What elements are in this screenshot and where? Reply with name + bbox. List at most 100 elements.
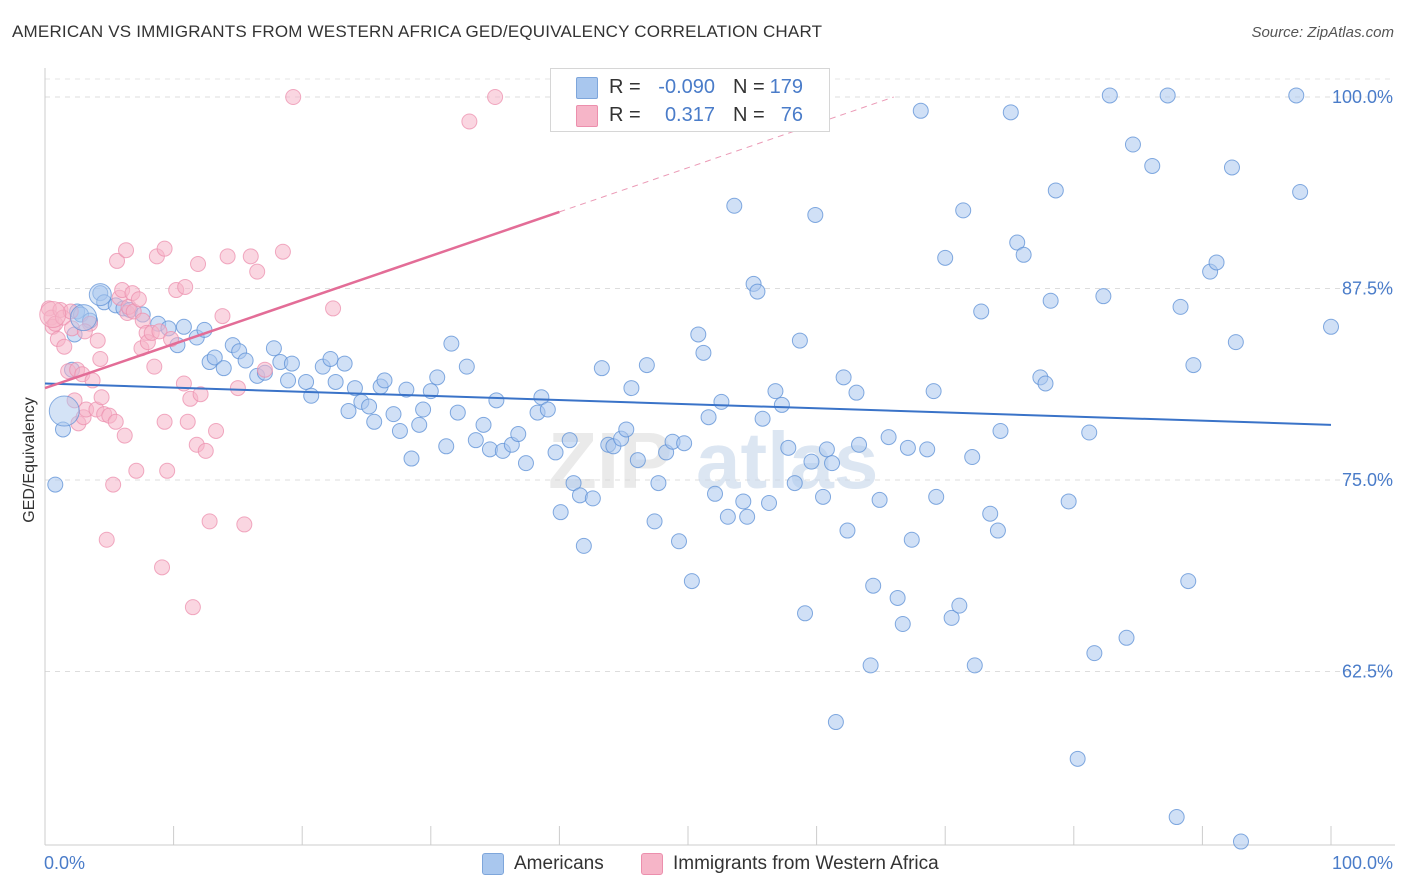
point-americans (719, 508, 736, 525)
point-americans (638, 357, 655, 374)
point-immigrants (461, 113, 478, 130)
point-americans (303, 387, 320, 404)
point-americans (517, 455, 534, 472)
point-americans (862, 657, 879, 674)
point-americans (1081, 424, 1098, 441)
point-americans (791, 332, 808, 349)
legend-swatch-immigrants (641, 853, 663, 875)
point-americans (1086, 645, 1103, 662)
point-immigrants (184, 599, 201, 616)
point-americans (1159, 87, 1176, 104)
point-immigrants (154, 559, 171, 576)
stats-r-value: -0.090 (658, 76, 715, 98)
point-americans (593, 360, 610, 377)
point-americans (1095, 288, 1112, 305)
y-tick-label: 62.5% (1342, 662, 1393, 682)
point-americans (815, 488, 832, 505)
point-americans (773, 396, 790, 413)
point-americans (767, 383, 784, 400)
point-americans (1060, 493, 1077, 510)
point-immigrants (156, 240, 173, 257)
point-americans (629, 452, 646, 469)
point-americans (899, 439, 916, 456)
point-immigrants (128, 462, 145, 479)
point-immigrants (159, 462, 176, 479)
watermark-atlas: atlas (696, 416, 878, 505)
legend-swatch-americans (482, 853, 504, 875)
point-americans (88, 283, 112, 307)
point-americans (807, 206, 824, 223)
point-americans (871, 491, 888, 508)
stats-row-immigrants: R = 0.317 N = 76 (551, 101, 829, 129)
point-immigrants (179, 413, 196, 430)
point-americans (237, 352, 254, 369)
point-immigrants (274, 243, 291, 260)
point-immigrants (208, 422, 225, 439)
point-americans (70, 304, 98, 332)
stats-swatch-americans (576, 77, 598, 99)
point-americans (903, 531, 920, 548)
point-immigrants (242, 248, 259, 265)
stats-r-label: R = (609, 104, 641, 126)
point-americans (443, 335, 460, 352)
stats-r-label: R = (609, 76, 641, 98)
watermark-zip: ZIP (548, 416, 672, 505)
point-americans (848, 384, 865, 401)
y-tick-label: 87.5% (1342, 279, 1393, 299)
point-immigrants (116, 427, 133, 444)
point-americans (47, 476, 64, 493)
point-americans (215, 360, 232, 377)
point-immigrants (249, 263, 266, 280)
point-immigrants (130, 291, 147, 308)
point-immigrants (192, 386, 209, 403)
chart-source: Source: ZipAtlas.com (1251, 24, 1394, 41)
point-immigrants (107, 413, 124, 430)
point-americans (707, 485, 724, 502)
point-americans (925, 383, 942, 400)
point-americans (1232, 833, 1249, 850)
point-americans (973, 303, 990, 320)
point-americans (827, 714, 844, 731)
point-americans (670, 533, 687, 550)
stats-n-value: 179 (769, 76, 803, 98)
point-immigrants (190, 255, 207, 272)
point-americans (894, 616, 911, 633)
trend-line-immigrants-extension (559, 96, 894, 213)
point-americans (683, 573, 700, 590)
point-immigrants (201, 513, 218, 530)
point-americans (510, 426, 527, 443)
point-americans (175, 318, 192, 335)
point-americans (919, 441, 936, 458)
point-americans (966, 657, 983, 674)
tick-labels: 62.5% 75.0% 87.5% 100.0% 0.0% 100.0% (44, 87, 1393, 873)
point-americans (411, 416, 428, 433)
point-americans (676, 435, 693, 452)
point-americans (735, 493, 752, 510)
stats-row-americans: R = -0.090 N = 179 (551, 73, 829, 101)
point-americans (982, 505, 999, 522)
point-americans (749, 283, 766, 300)
point-americans (398, 381, 415, 398)
point-americans (761, 494, 778, 511)
point-americans (361, 398, 378, 415)
point-americans (547, 444, 564, 461)
point-americans (1101, 87, 1118, 104)
point-immigrants (219, 248, 236, 265)
point-immigrants (487, 89, 504, 105)
point-americans (623, 380, 640, 397)
point-americans (1168, 809, 1185, 826)
point-americans (265, 340, 282, 357)
point-americans (713, 393, 730, 410)
point-americans (992, 422, 1009, 439)
point-americans (48, 395, 80, 427)
point-immigrants (214, 308, 231, 325)
x-tick-label: 0.0% (44, 853, 85, 873)
point-immigrants (109, 252, 126, 269)
point-americans (1047, 182, 1064, 199)
point-americans (1069, 750, 1086, 767)
point-americans (327, 373, 344, 390)
point-immigrants (156, 413, 173, 430)
point-americans (912, 102, 929, 119)
point-immigrants (56, 338, 73, 355)
